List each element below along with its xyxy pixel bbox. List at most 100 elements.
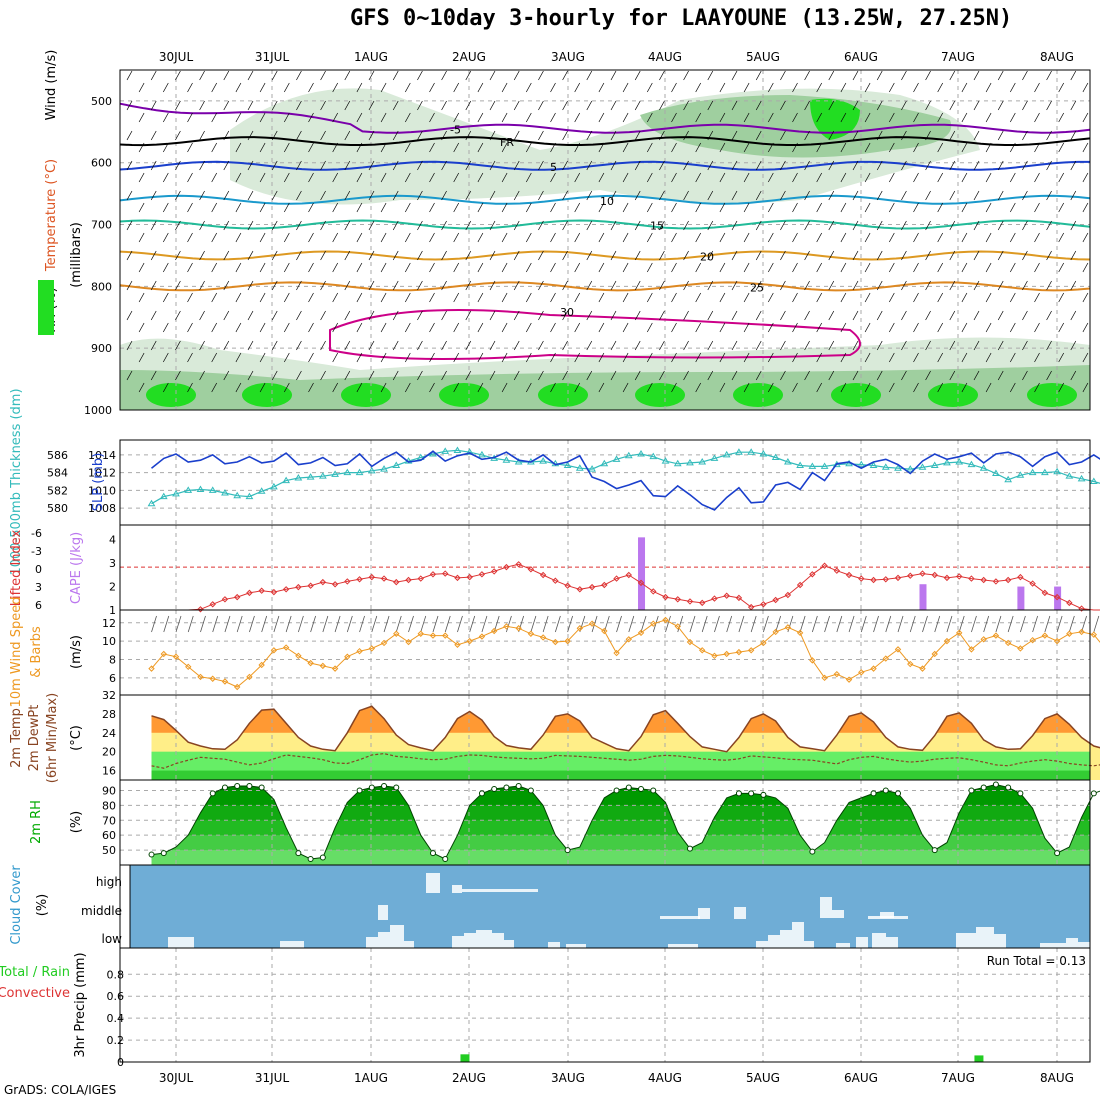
- lifted-index-point: [601, 581, 608, 589]
- wind-barb: [368, 70, 375, 81]
- wind10-barb: [1056, 615, 1063, 633]
- wind-barb: [767, 172, 774, 183]
- lifted-index-point: [943, 574, 951, 582]
- wind-barb: [441, 190, 447, 201]
- wind-barb: [1009, 202, 1016, 213]
- wind-barb: [913, 202, 919, 213]
- wind-barb: [997, 250, 1004, 261]
- wind-barb: [888, 82, 895, 93]
- wind-barb: [997, 220, 1004, 231]
- wind10-barb: [175, 615, 182, 633]
- wind-barb: [925, 190, 931, 201]
- wind-barb: [828, 370, 835, 381]
- wind-barb: [683, 340, 689, 351]
- wind-barb: [695, 82, 702, 93]
- lifted-index-point: [809, 571, 816, 578]
- wind-barb: [562, 100, 568, 111]
- cloud-bar: [832, 910, 844, 918]
- wind-barb: [501, 262, 508, 273]
- wind-barb: [719, 142, 726, 153]
- wind-barb: [1022, 310, 1028, 321]
- wind-barb: [235, 202, 242, 213]
- wind-barb: [586, 130, 593, 141]
- lifted-index-point: [319, 578, 327, 586]
- wind-barb: [150, 280, 157, 291]
- wind10-barb: [542, 615, 549, 633]
- wind10-barb: [285, 615, 292, 633]
- cloud-bar: [1066, 938, 1078, 948]
- wind10-barb: [640, 615, 647, 633]
- wind10-point: [209, 675, 216, 682]
- wind-barb: [453, 352, 460, 363]
- wind-barb: [223, 280, 230, 291]
- thickness-point: [1089, 477, 1098, 484]
- wind-barb: [1034, 322, 1040, 333]
- wind10-point: [796, 629, 804, 637]
- wind10-barb: [224, 615, 231, 633]
- wind-barb: [659, 190, 665, 201]
- cloud-bar: [366, 937, 378, 948]
- thickness-point: [796, 461, 804, 469]
- wind-barb: [985, 172, 992, 183]
- rh-low-core: [635, 383, 685, 407]
- date-label-top: 8AUG: [1040, 50, 1074, 64]
- wind-barb: [429, 262, 435, 273]
- wind-barb: [187, 112, 193, 123]
- wind10-barb: [1081, 615, 1087, 633]
- wind-barb: [308, 82, 314, 93]
- wind-barb: [441, 250, 447, 261]
- wind-barb: [223, 190, 230, 201]
- rh2m-point: [429, 850, 436, 857]
- wind-barb: [538, 250, 544, 261]
- lifted-index-point: [674, 596, 681, 603]
- wind-barb: [1058, 142, 1065, 153]
- wind-barb: [634, 70, 641, 81]
- wind-barb: [780, 130, 786, 141]
- temp-tick: 32: [102, 689, 116, 702]
- wind-barb: [320, 70, 326, 81]
- wind-barb: [247, 220, 254, 231]
- li-tick: 3: [35, 581, 42, 594]
- thickness-point: [881, 463, 890, 470]
- wind-barb: [598, 292, 605, 303]
- wind-barb: [961, 142, 968, 153]
- wind-barb: [671, 202, 677, 213]
- wind-barb: [804, 310, 810, 321]
- wind-barb: [1034, 382, 1040, 393]
- wind10-point: [393, 630, 400, 637]
- wind-barb: [985, 232, 992, 243]
- wind-barb: [247, 70, 254, 81]
- wind-barb: [344, 70, 351, 81]
- wind10-barb: [236, 615, 243, 633]
- wind-barb: [937, 172, 944, 183]
- rh-low-core: [1027, 383, 1077, 407]
- wind-barb: [525, 82, 532, 93]
- wind-barb: [961, 202, 968, 213]
- lifted-index-point: [686, 598, 694, 605]
- wind10-point: [295, 652, 302, 660]
- wind-barb: [646, 322, 653, 333]
- thickness-point: [478, 450, 486, 458]
- wind10-barb: [677, 615, 684, 633]
- run-total: Run Total = 0.13: [987, 954, 1086, 968]
- wind-barb: [792, 322, 798, 333]
- rh2m-point: [527, 787, 534, 794]
- wind-barb: [344, 340, 351, 351]
- wind-barb: [550, 352, 556, 363]
- wind-barb: [961, 82, 968, 93]
- wind10-point: [735, 648, 743, 656]
- wind-barb: [719, 82, 726, 93]
- rh-low-core: [242, 383, 292, 407]
- pressure-tick: 700: [91, 219, 112, 232]
- wind-barb: [949, 130, 956, 141]
- rh2m-tick: 60: [102, 829, 116, 842]
- wind-barb: [622, 172, 629, 183]
- wind-barb: [392, 160, 399, 171]
- wind-barb: [296, 70, 302, 81]
- wind-barb: [1034, 142, 1040, 153]
- wind-barb: [199, 370, 205, 381]
- thickness-point: [453, 446, 462, 453]
- wind-barb: [441, 130, 447, 141]
- thickness-point: [661, 457, 670, 464]
- wind-barb: [562, 370, 568, 381]
